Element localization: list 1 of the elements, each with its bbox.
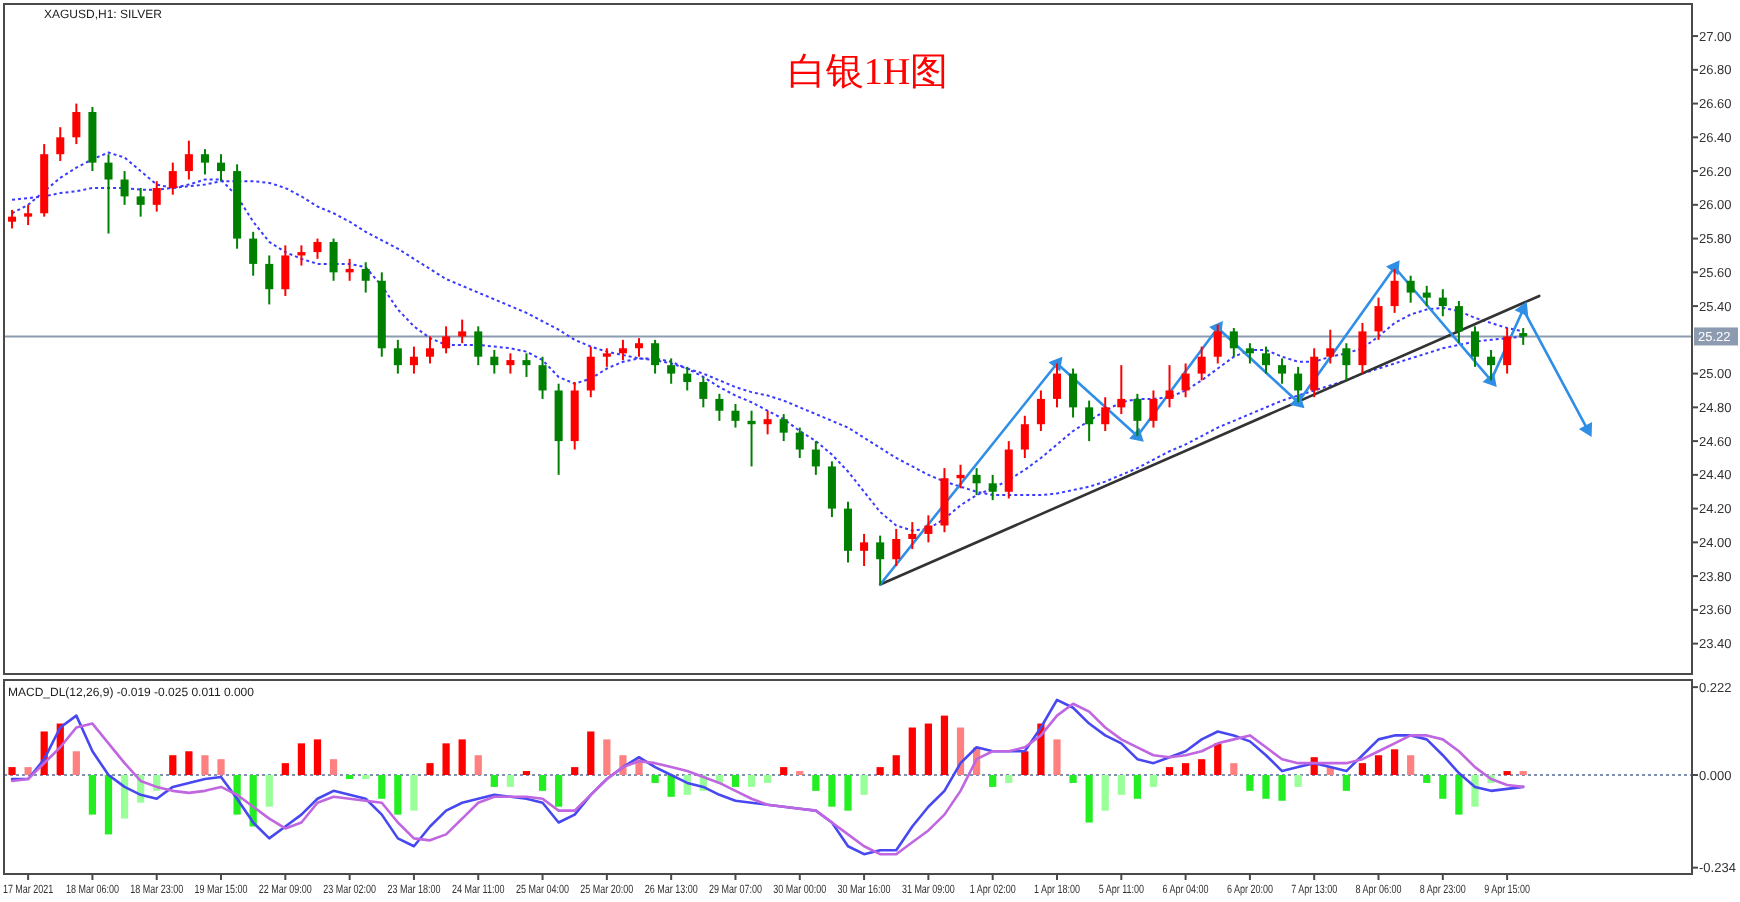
text: 白银1H图	[787, 52, 949, 94]
